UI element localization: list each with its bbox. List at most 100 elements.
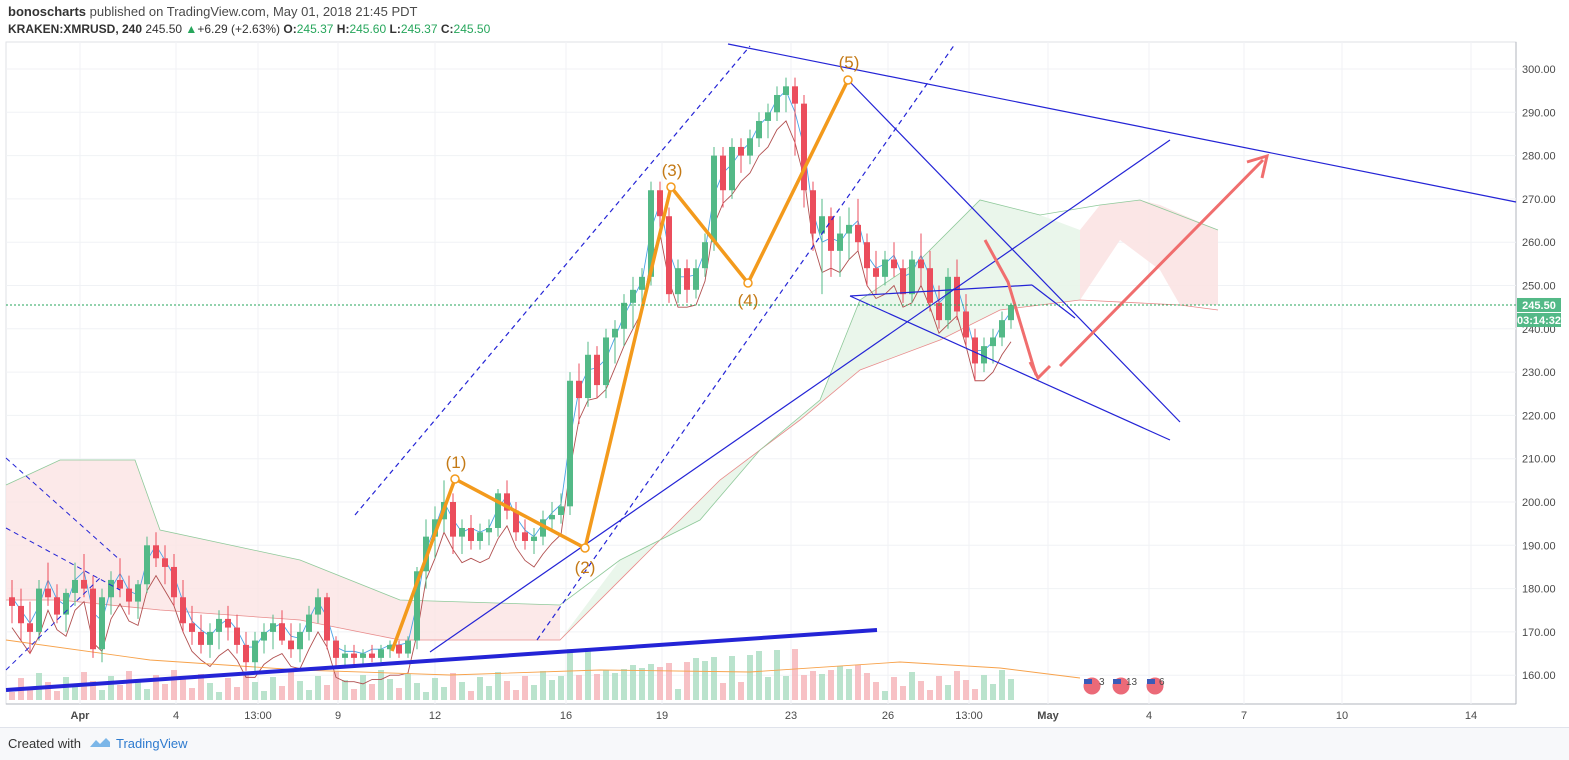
volume-bar [324, 685, 330, 700]
volume-bar [999, 670, 1005, 700]
wave-point [843, 75, 853, 85]
candle-body [180, 597, 186, 624]
volume-bar [720, 683, 726, 700]
wave-label: (5) [839, 53, 860, 72]
candle-body [306, 614, 312, 632]
volume-bar [261, 691, 267, 700]
price-tick-label: 200.00 [1522, 497, 1556, 509]
time-tick-label: 12 [429, 710, 441, 722]
candle-body [801, 103, 807, 191]
tradingview-brand-link[interactable]: TradingView [116, 736, 188, 751]
candle-body [648, 190, 654, 277]
author-name[interactable]: bonoscharts [8, 4, 87, 19]
volume-bar [630, 665, 636, 700]
volume-bar [342, 680, 348, 700]
last-value: 245.50 [145, 22, 183, 36]
candle-body [270, 623, 276, 632]
event-badge-2[interactable]: 13 [1111, 676, 1138, 696]
wave-point [666, 182, 676, 192]
candle-body [90, 588, 96, 650]
price-axis[interactable]: 300.00290.00280.00270.00260.00250.00240.… [1522, 64, 1556, 682]
volume-bar [990, 684, 996, 700]
candle-body [135, 584, 141, 602]
candle-body [675, 268, 681, 295]
volume-bar [99, 690, 105, 700]
time-tick-label: Apr [71, 710, 91, 722]
candle-body [756, 120, 762, 139]
event-badge-3[interactable]: 6 [1145, 676, 1165, 696]
volume-bar [540, 671, 546, 700]
candle-body [315, 597, 321, 615]
candle-body [477, 532, 483, 541]
candle-body [360, 653, 366, 658]
volume-bar [810, 671, 816, 700]
volume-bar [702, 661, 708, 700]
candle-body [567, 380, 573, 507]
volume-bar [594, 674, 600, 700]
candle-body [927, 268, 933, 303]
channel-lower-dashed [536, 43, 956, 641]
candle-body [738, 146, 744, 156]
candle-body [981, 346, 987, 364]
candle-body [225, 618, 231, 628]
event-badge-1[interactable]: 3 [1082, 676, 1105, 696]
support-trendline [5, 628, 878, 692]
candle-body [162, 558, 168, 567]
flag-canton [1113, 679, 1121, 684]
trend-drawings[interactable] [5, 43, 1517, 692]
volume-bar [162, 684, 168, 700]
last-price-badge: 245.50 03:14:32 [1517, 297, 1561, 327]
volume-bar [234, 687, 240, 700]
candle-body [495, 493, 501, 528]
candle-body [990, 337, 996, 347]
volume-bar [855, 665, 861, 700]
time-axis[interactable]: Apr 4 13:00 9 12 16 19 23 26 13:00 May 4 7 10 14 [71, 710, 1478, 722]
candle-body [198, 631, 204, 645]
candle-body [891, 259, 897, 269]
chart-header: bonoscharts published on TradingView.com… [0, 0, 1569, 42]
candle-body [252, 640, 258, 663]
candle-body [783, 86, 789, 95]
price-chart[interactable]: (1) (2) (3) (4) (5) 300.00 290.00 280.00 270.00… [0, 0, 1569, 727]
high-value: 245.60 [349, 22, 387, 36]
dashed-line-left-3 [5, 577, 101, 671]
candle-body [684, 268, 690, 290]
volume-bar [603, 670, 609, 700]
candle-body [54, 597, 60, 615]
tradingview-logo-icon[interactable] [88, 735, 112, 751]
candle-body [765, 112, 771, 121]
volume-bar [522, 676, 528, 700]
volume-bar [495, 672, 501, 700]
volume-bar [621, 669, 627, 700]
volume-bar [648, 664, 654, 700]
candle-body [504, 493, 510, 511]
flag-canton [1084, 679, 1092, 684]
price-tick-label: 300.00 [1522, 64, 1556, 76]
candle-body [819, 216, 825, 234]
volume-bar [918, 681, 924, 700]
candle-body [747, 138, 753, 156]
volume-bar [882, 691, 888, 700]
candle-body [207, 631, 213, 645]
candle-body [9, 597, 15, 606]
price-tick-label: 270.00 [1522, 194, 1556, 206]
candle-body [369, 653, 375, 658]
candle-body [117, 579, 123, 589]
volume-bar [225, 678, 231, 700]
candle-body [900, 268, 906, 295]
volume-bar [45, 682, 51, 700]
candle-body [45, 588, 51, 598]
volume-bar [693, 658, 699, 700]
elliott-wave-path [390, 79, 850, 652]
candle-body [432, 519, 438, 537]
candle-body [837, 233, 843, 251]
volume-bar [450, 673, 456, 700]
high-label: H: [336, 22, 350, 36]
candle-body [585, 354, 591, 399]
volume-bar [432, 678, 438, 700]
volume-bars [9, 648, 1014, 700]
elliott-wave[interactable]: (1) (2) (3) (4) (5) [390, 53, 860, 652]
volume-bar [9, 692, 15, 700]
cloud-red-area [6, 460, 560, 640]
candle-body [27, 623, 33, 632]
